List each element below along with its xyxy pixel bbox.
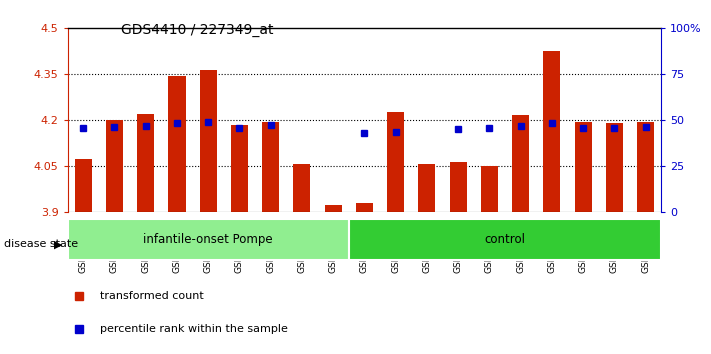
Bar xyxy=(543,51,560,212)
FancyBboxPatch shape xyxy=(68,219,349,260)
Bar xyxy=(481,166,498,212)
Bar xyxy=(231,125,248,212)
Bar xyxy=(637,122,654,212)
Bar xyxy=(200,70,217,212)
Bar xyxy=(356,203,373,212)
Bar xyxy=(75,159,92,212)
Bar xyxy=(606,124,623,212)
Bar xyxy=(106,120,123,212)
Bar xyxy=(418,164,435,212)
FancyBboxPatch shape xyxy=(349,219,661,260)
Text: percentile rank within the sample: percentile rank within the sample xyxy=(100,324,288,334)
Bar xyxy=(324,205,342,212)
Text: GDS4410 / 227349_at: GDS4410 / 227349_at xyxy=(121,23,273,37)
Text: control: control xyxy=(484,233,525,246)
Text: disease state: disease state xyxy=(4,239,77,249)
Bar xyxy=(262,122,279,212)
Text: infantile-onset Pompe: infantile-onset Pompe xyxy=(144,233,273,246)
Bar xyxy=(137,114,154,212)
Bar xyxy=(294,164,311,212)
Bar xyxy=(449,162,466,212)
Bar xyxy=(387,112,405,212)
Bar xyxy=(169,76,186,212)
Text: ▶: ▶ xyxy=(54,239,63,249)
Text: transformed count: transformed count xyxy=(100,291,204,301)
Bar xyxy=(574,121,592,212)
Bar xyxy=(512,115,529,212)
